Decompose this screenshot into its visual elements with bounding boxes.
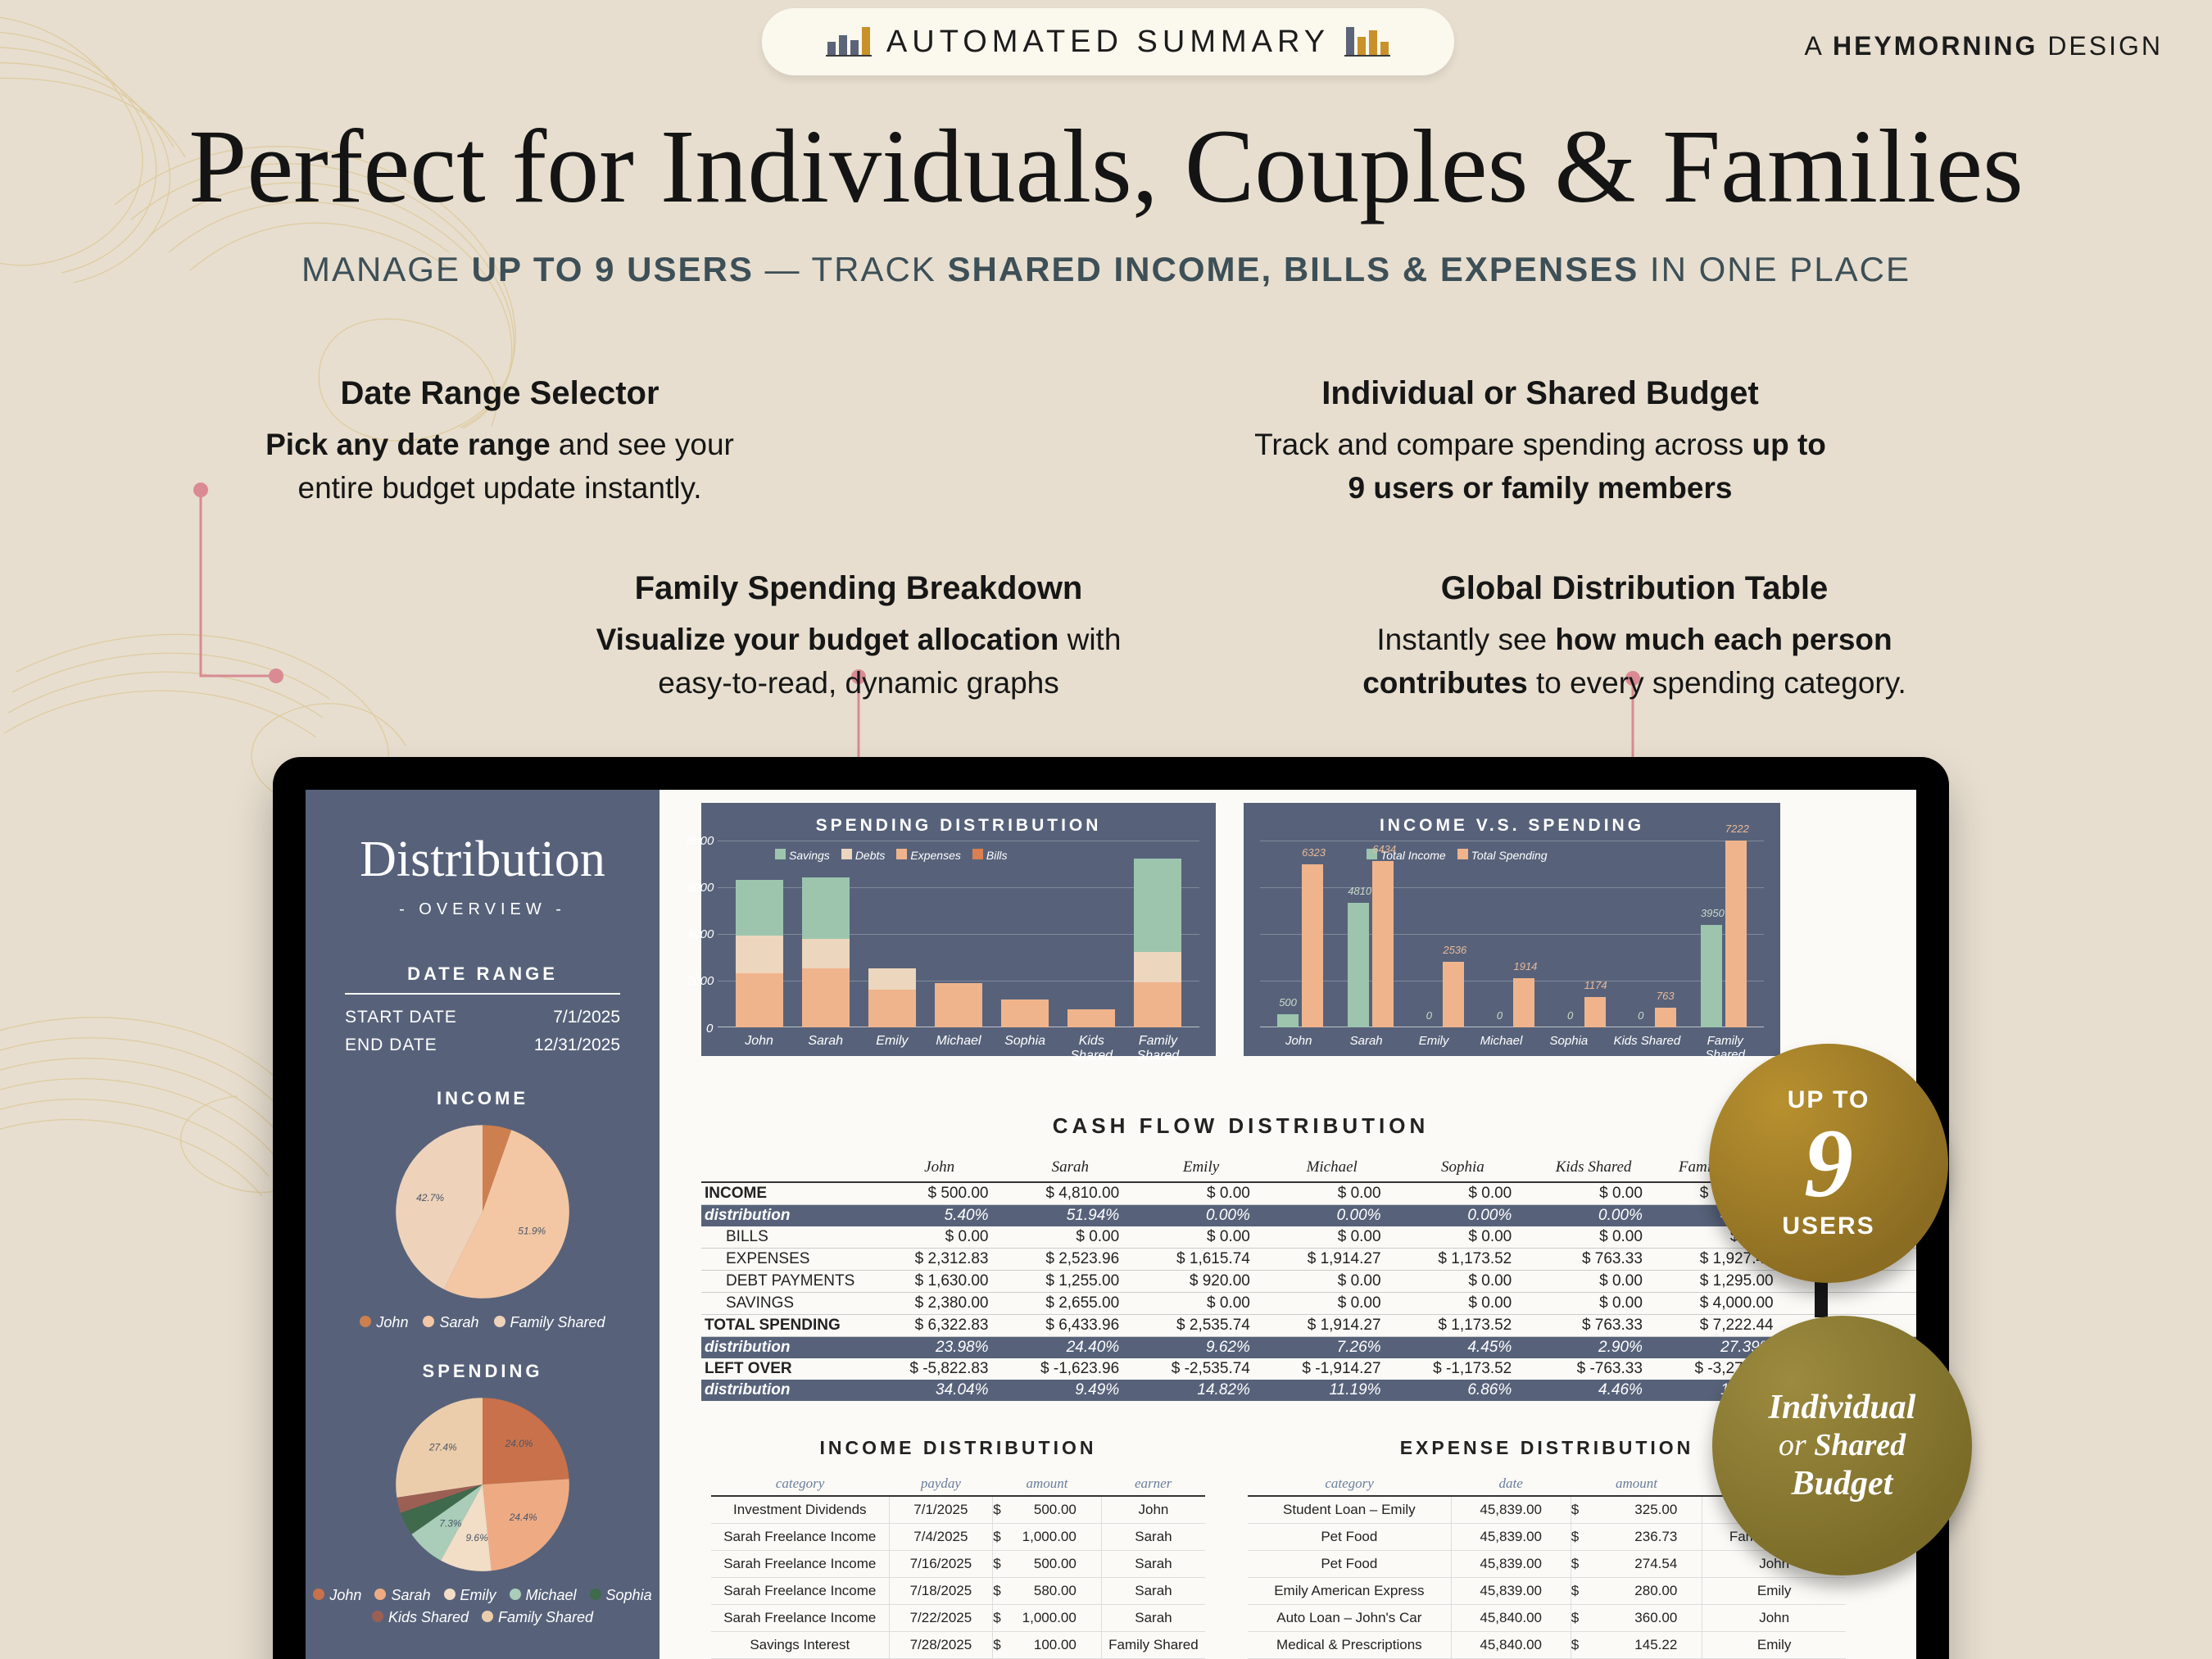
svg-text:27.4%: 27.4% <box>428 1442 457 1453</box>
svg-text:24.4%: 24.4% <box>509 1512 537 1523</box>
svg-text:7.3%: 7.3% <box>439 1518 462 1530</box>
svg-text:9.6%: 9.6% <box>465 1532 488 1543</box>
svg-text:51.9%: 51.9% <box>518 1226 546 1237</box>
svg-text:42.7%: 42.7% <box>416 1192 444 1203</box>
svg-text:24.0%: 24.0% <box>505 1438 533 1449</box>
